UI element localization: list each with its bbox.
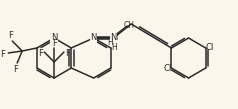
Text: F: F <box>52 38 57 48</box>
Text: Cl: Cl <box>206 43 214 53</box>
Text: F: F <box>65 49 70 58</box>
Text: CH: CH <box>124 21 135 31</box>
Text: F: F <box>13 65 18 73</box>
Text: F: F <box>38 49 43 58</box>
Text: N: N <box>51 33 57 43</box>
Text: Cl: Cl <box>163 64 171 72</box>
Text: F: F <box>8 32 13 41</box>
Text: H: H <box>108 38 114 47</box>
Text: N: N <box>90 33 97 43</box>
Text: N: N <box>111 33 118 43</box>
Text: H: H <box>112 43 117 51</box>
Text: N: N <box>110 33 117 43</box>
Text: F: F <box>0 49 5 59</box>
